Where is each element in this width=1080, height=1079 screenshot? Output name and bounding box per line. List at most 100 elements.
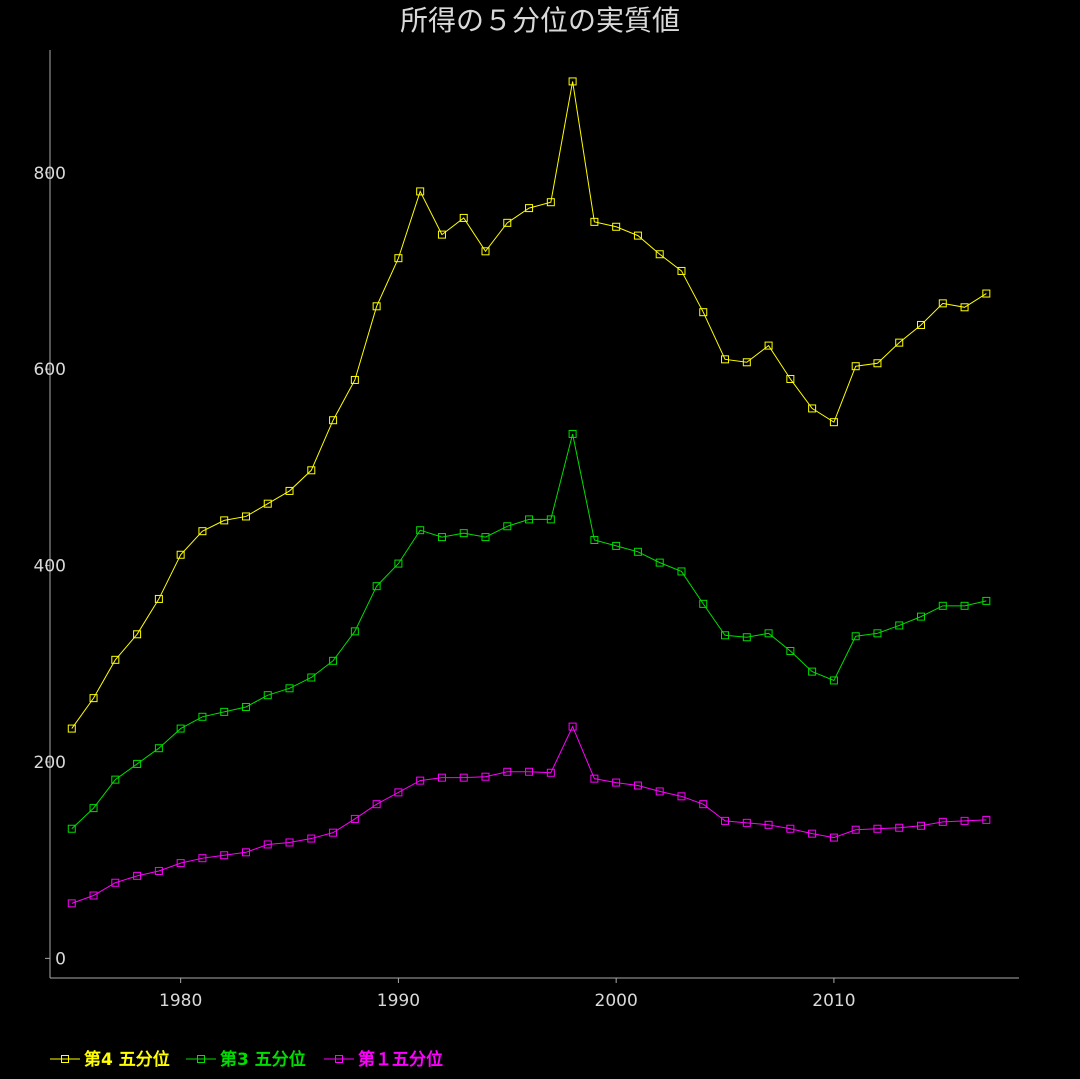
- data-point: [459, 773, 468, 782]
- data-point: [394, 788, 403, 797]
- data-point: [525, 767, 534, 776]
- data-point: [721, 816, 730, 825]
- data-point: [938, 299, 947, 308]
- data-point: [590, 217, 599, 226]
- data-point: [917, 320, 926, 329]
- data-point: [307, 834, 316, 843]
- data-point: [568, 77, 577, 86]
- data-point: [808, 667, 817, 676]
- data-point: [808, 829, 817, 838]
- data-point: [220, 516, 229, 525]
- data-point: [285, 486, 294, 495]
- data-point: [677, 792, 686, 801]
- data-point: [263, 499, 272, 508]
- data-point: [960, 816, 969, 825]
- data-point: [546, 768, 555, 777]
- data-point: [503, 767, 512, 776]
- data-point: [437, 773, 446, 782]
- data-point: [394, 254, 403, 263]
- data-point: [829, 833, 838, 842]
- data-point: [917, 612, 926, 621]
- data-point: [329, 416, 338, 425]
- data-point: [263, 691, 272, 700]
- legend-swatch-marker: [335, 1055, 343, 1063]
- data-point: [285, 684, 294, 693]
- legend-item: 第4 五分位: [50, 1049, 170, 1070]
- legend-label: 第4 五分位: [84, 1049, 170, 1070]
- data-point: [655, 250, 664, 259]
- data-point: [633, 547, 642, 556]
- data-point: [960, 601, 969, 610]
- data-point: [982, 596, 991, 605]
- y-tick-label: 0: [55, 949, 66, 969]
- data-point: [982, 289, 991, 298]
- data-point: [89, 891, 98, 900]
- data-point: [612, 541, 621, 550]
- data-point: [699, 308, 708, 317]
- x-tick-label: 2000: [595, 991, 638, 1011]
- data-point: [917, 821, 926, 830]
- y-tick-label: 600: [34, 360, 66, 380]
- data-point: [699, 800, 708, 809]
- data-point: [721, 631, 730, 640]
- x-tick-label: 1990: [377, 991, 420, 1011]
- data-point: [655, 558, 664, 567]
- data-point: [133, 630, 142, 639]
- data-point: [612, 778, 621, 787]
- y-tick-label: 400: [34, 557, 66, 577]
- data-point: [764, 629, 773, 638]
- data-point: [241, 702, 250, 711]
- data-point: [808, 404, 817, 413]
- data-point: [350, 814, 359, 823]
- legend-swatch-marker: [61, 1055, 69, 1063]
- legend-item: 第１五分位: [324, 1049, 443, 1070]
- data-point: [590, 774, 599, 783]
- data-point: [764, 341, 773, 350]
- series-line: [71, 725, 987, 904]
- data-point: [285, 838, 294, 847]
- data-point: [67, 899, 76, 908]
- data-point: [198, 854, 207, 863]
- data-point: [590, 536, 599, 545]
- data-point: [350, 375, 359, 384]
- y-tick-label: 800: [34, 164, 66, 184]
- data-point: [111, 878, 120, 887]
- data-point: [503, 218, 512, 227]
- data-point: [960, 303, 969, 312]
- data-point: [459, 529, 468, 538]
- data-point: [851, 825, 860, 834]
- data-point: [829, 676, 838, 685]
- data-point: [111, 655, 120, 664]
- x-tick-label: 1980: [159, 991, 202, 1011]
- data-point: [372, 302, 381, 311]
- data-point: [938, 601, 947, 610]
- data-point: [938, 817, 947, 826]
- data-point: [568, 722, 577, 731]
- data-point: [612, 222, 621, 231]
- data-point: [241, 848, 250, 857]
- data-point: [525, 204, 534, 213]
- y-tick-label: 200: [34, 753, 66, 773]
- data-point: [67, 724, 76, 733]
- data-point: [154, 744, 163, 753]
- data-point: [568, 429, 577, 438]
- data-point: [699, 599, 708, 608]
- data-point: [895, 338, 904, 347]
- data-point: [677, 266, 686, 275]
- data-point: [895, 621, 904, 630]
- legend-swatch-marker: [197, 1055, 205, 1063]
- data-point: [786, 824, 795, 833]
- data-point: [416, 187, 425, 196]
- data-point: [633, 781, 642, 790]
- data-point: [546, 198, 555, 207]
- data-point: [176, 724, 185, 733]
- data-point: [67, 824, 76, 833]
- data-point: [176, 859, 185, 868]
- legend-label: 第１五分位: [358, 1049, 443, 1070]
- x-axis-ticks: 1980 1990 2000 2010: [159, 978, 856, 1011]
- data-point: [721, 355, 730, 364]
- data-point: [133, 759, 142, 768]
- data-point: [851, 632, 860, 641]
- data-point: [829, 418, 838, 427]
